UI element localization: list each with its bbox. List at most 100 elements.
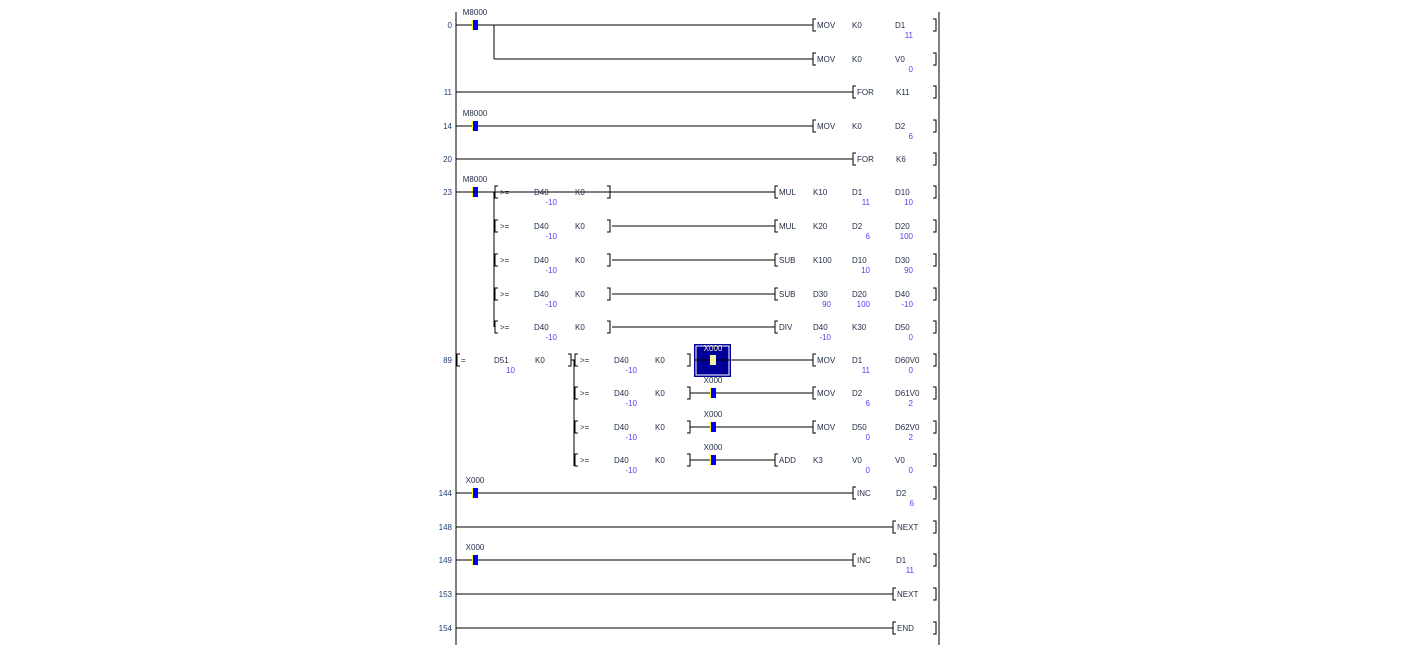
compare-operand: K0 bbox=[575, 222, 585, 231]
contact-x000[interactable]: X000 bbox=[704, 376, 723, 398]
compare-operator: >= bbox=[500, 188, 510, 197]
operand-value: -10 bbox=[545, 300, 557, 309]
instruction-operand: K3 bbox=[813, 456, 823, 465]
operand-value: 10 bbox=[904, 198, 913, 207]
compare-operator: >= bbox=[500, 222, 510, 231]
instruction-open-bracket bbox=[812, 18, 816, 32]
instruction-operand: D1 bbox=[896, 556, 907, 565]
compare-close-bracket bbox=[607, 287, 611, 301]
instruction-close-bracket bbox=[933, 553, 937, 567]
contact-icon bbox=[472, 488, 478, 498]
compare-close-bracket bbox=[607, 320, 611, 334]
operand-value: 11 bbox=[862, 366, 871, 375]
contact-x000[interactable]: X000 bbox=[694, 344, 731, 377]
compare-operator: = bbox=[461, 356, 466, 365]
operand-value: 10 bbox=[861, 266, 870, 275]
operand-value: 0 bbox=[866, 466, 871, 475]
step-number: 23 bbox=[443, 188, 452, 197]
contact-x000[interactable]: X000 bbox=[466, 476, 485, 498]
contact-label: X000 bbox=[704, 443, 723, 452]
instruction-close-bracket bbox=[933, 520, 937, 534]
instruction-sub: SUB bbox=[779, 290, 795, 299]
contact-x000[interactable]: X000 bbox=[704, 443, 723, 465]
step-number: 144 bbox=[439, 489, 453, 498]
operand-value: 0 bbox=[866, 433, 871, 442]
compare-operator: >= bbox=[580, 356, 590, 365]
instruction-open-bracket bbox=[774, 219, 778, 233]
instruction-operand: K30 bbox=[852, 323, 867, 332]
contact-m8000[interactable]: M8000 bbox=[463, 109, 488, 131]
instruction-close-bracket bbox=[933, 287, 937, 301]
step-number: 11 bbox=[444, 88, 453, 97]
contact-label: M8000 bbox=[463, 8, 488, 17]
operand-value: 11 bbox=[906, 566, 915, 575]
instruction-open-bracket bbox=[774, 320, 778, 334]
instruction-open-bracket bbox=[852, 85, 856, 99]
contact-edge bbox=[710, 422, 711, 432]
contact-edge bbox=[472, 20, 473, 30]
instruction-operand: D62V0 bbox=[895, 423, 920, 432]
operand-value: -10 bbox=[625, 399, 637, 408]
operand-value: 0 bbox=[909, 65, 914, 74]
instruction-operand: V0 bbox=[895, 456, 905, 465]
operand-value: 100 bbox=[857, 300, 871, 309]
operand-value: 11 bbox=[862, 198, 871, 207]
compare-operand: K0 bbox=[535, 356, 545, 365]
instruction-sub: SUB bbox=[779, 256, 795, 265]
contact-edge bbox=[472, 555, 473, 565]
instruction-open-bracket bbox=[892, 621, 896, 635]
instruction-open-bracket bbox=[852, 553, 856, 567]
step-number: 153 bbox=[439, 590, 453, 599]
instruction-open-bracket bbox=[774, 185, 778, 199]
instruction-mov: MOV bbox=[817, 122, 836, 131]
operand-value: -10 bbox=[545, 333, 557, 342]
contact-icon bbox=[710, 455, 716, 465]
operand-value: -10 bbox=[625, 433, 637, 442]
operand-value: 6 bbox=[909, 132, 914, 141]
step-number: 154 bbox=[439, 624, 453, 633]
compare-operand: D40 bbox=[614, 456, 629, 465]
instruction-open-bracket bbox=[812, 420, 816, 434]
step-number: 148 bbox=[439, 523, 453, 532]
contact-icon bbox=[710, 355, 716, 365]
contact-icon bbox=[472, 555, 478, 565]
compare-open-bracket bbox=[456, 353, 460, 367]
instruction-close-bracket bbox=[933, 185, 937, 199]
step-number: 20 bbox=[443, 155, 452, 164]
compare-open-bracket bbox=[494, 253, 498, 267]
instruction-operand: D50 bbox=[895, 323, 910, 332]
compare-close-bracket bbox=[607, 253, 611, 267]
instruction-mov: MOV bbox=[817, 21, 836, 30]
instruction-inc: INC bbox=[857, 489, 871, 498]
operand-value: 6 bbox=[866, 399, 871, 408]
compare-close-bracket bbox=[687, 353, 691, 367]
contact-x000[interactable]: X000 bbox=[466, 543, 485, 565]
instruction-open-bracket bbox=[812, 353, 816, 367]
instruction-inc: INC bbox=[857, 556, 871, 565]
instruction-operand: D20 bbox=[852, 290, 867, 299]
instruction-mul: MUL bbox=[779, 188, 796, 197]
instruction-end: END bbox=[897, 624, 914, 633]
instruction-close-bracket bbox=[933, 621, 937, 635]
instruction-close-bracket bbox=[933, 320, 937, 334]
operand-value: -10 bbox=[901, 300, 913, 309]
operand-value: 100 bbox=[900, 232, 914, 241]
compare-operand: D51 bbox=[494, 356, 509, 365]
instruction-open-bracket bbox=[892, 587, 896, 601]
operand-value: 6 bbox=[866, 232, 871, 241]
operand-value: 10 bbox=[506, 366, 515, 375]
contact-x000[interactable]: X000 bbox=[704, 410, 723, 432]
compare-operator: >= bbox=[500, 256, 510, 265]
operand-value: -10 bbox=[545, 232, 557, 241]
contact-edge bbox=[472, 488, 473, 498]
contact-m8000[interactable]: M8000 bbox=[463, 8, 488, 30]
contact-m8000[interactable]: M8000 bbox=[463, 175, 488, 197]
operand-value: 90 bbox=[904, 266, 913, 275]
compare-operand: K0 bbox=[655, 423, 665, 432]
compare-open-bracket bbox=[494, 287, 498, 301]
compare-operand: K0 bbox=[655, 356, 665, 365]
compare-operand: D40 bbox=[534, 323, 549, 332]
compare-operand: K0 bbox=[575, 323, 585, 332]
instruction-close-bracket bbox=[933, 52, 937, 66]
instruction-close-bracket bbox=[933, 85, 937, 99]
